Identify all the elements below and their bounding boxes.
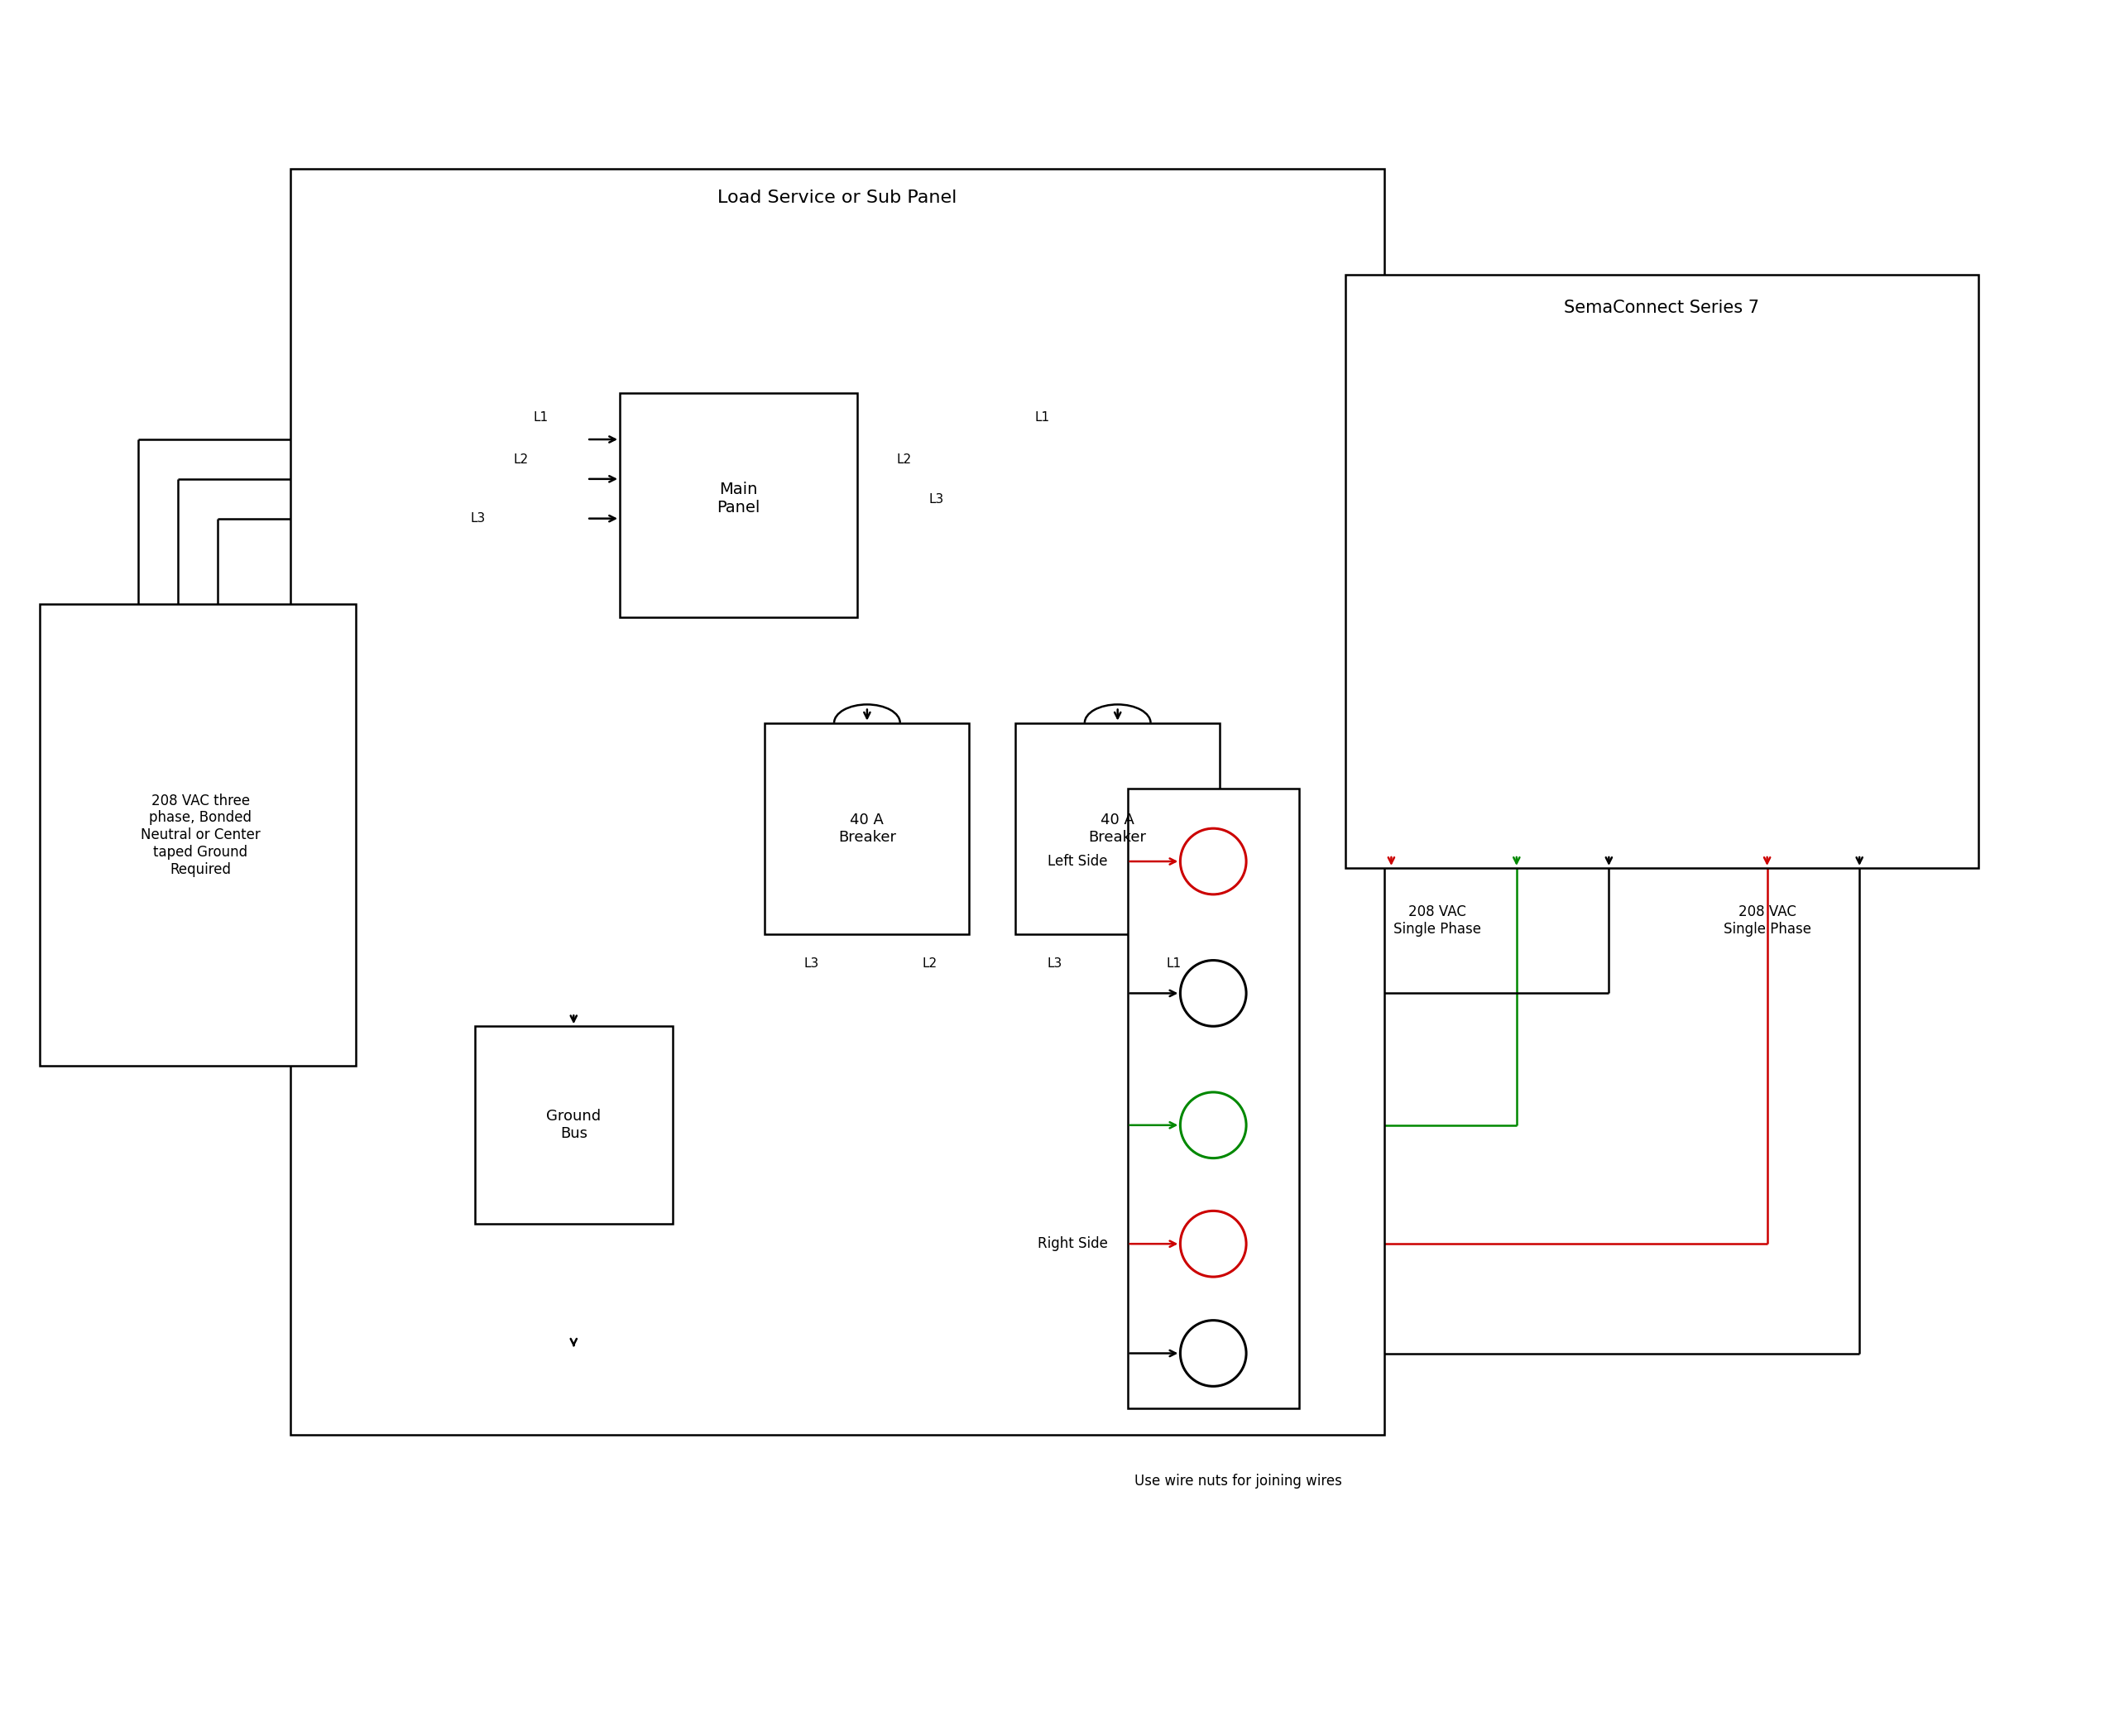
Text: L2: L2 xyxy=(922,958,937,970)
Circle shape xyxy=(1179,828,1247,894)
Text: L1: L1 xyxy=(1034,411,1049,424)
Bar xyxy=(289,168,1384,1436)
Text: 208 VAC
Single Phase: 208 VAC Single Phase xyxy=(1393,904,1481,937)
Text: Left Side: Left Side xyxy=(1049,854,1108,868)
Circle shape xyxy=(1179,960,1247,1026)
Text: L3: L3 xyxy=(471,512,485,524)
Bar xyxy=(40,604,357,1066)
Circle shape xyxy=(1179,1212,1247,1276)
Text: 40 A
Breaker: 40 A Breaker xyxy=(838,812,897,844)
Text: L1: L1 xyxy=(1167,958,1182,970)
Text: 208 VAC three
phase, Bonded
Neutral or Center
taped Ground
Required: 208 VAC three phase, Bonded Neutral or C… xyxy=(141,793,260,877)
Text: Ground
Bus: Ground Bus xyxy=(546,1109,601,1141)
Text: 208 VAC
Single Phase: 208 VAC Single Phase xyxy=(1724,904,1810,937)
Bar xyxy=(1346,274,1979,868)
Text: L3: L3 xyxy=(928,493,943,505)
Text: Use wire nuts for joining wires: Use wire nuts for joining wires xyxy=(1135,1474,1342,1489)
Bar xyxy=(764,722,968,934)
Text: L2: L2 xyxy=(513,453,528,465)
Bar xyxy=(1015,722,1220,934)
Bar xyxy=(475,1026,673,1224)
Circle shape xyxy=(1179,1321,1247,1387)
Text: 40 A
Breaker: 40 A Breaker xyxy=(1089,812,1146,844)
Text: Load Service or Sub Panel: Load Service or Sub Panel xyxy=(717,189,958,207)
Bar xyxy=(1127,788,1300,1408)
Text: L1: L1 xyxy=(534,411,549,424)
Circle shape xyxy=(1179,1092,1247,1158)
Text: Right Side: Right Side xyxy=(1038,1236,1108,1252)
Bar xyxy=(620,394,857,618)
Text: SemaConnect Series 7: SemaConnect Series 7 xyxy=(1564,299,1760,316)
Text: L3: L3 xyxy=(804,958,819,970)
Text: L2: L2 xyxy=(897,453,912,465)
Text: L3: L3 xyxy=(1047,958,1063,970)
Text: Main
Panel: Main Panel xyxy=(717,483,760,516)
